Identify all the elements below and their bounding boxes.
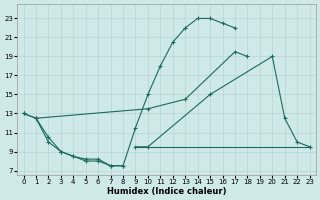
X-axis label: Humidex (Indice chaleur): Humidex (Indice chaleur) [107,187,226,196]
